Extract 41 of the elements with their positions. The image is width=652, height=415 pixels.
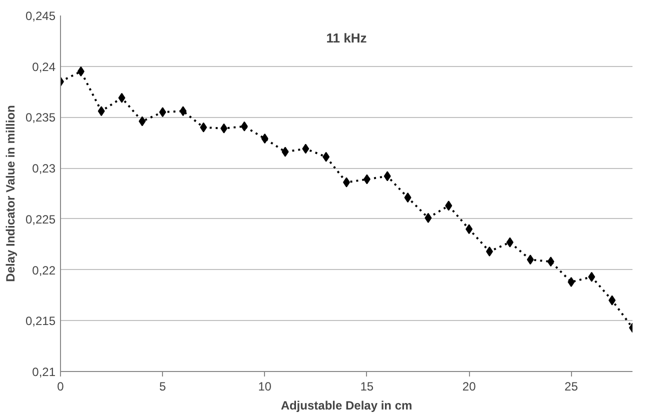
y-tick-label: 0,24 [32,60,56,74]
point [180,106,187,116]
x-axis-title: Adjustable Delay in cm [280,398,412,412]
x-tick-label: 0 [57,380,64,394]
point [261,134,268,144]
y-tick-label: 0,235 [25,110,56,125]
point [220,123,228,134]
text: 11 kHz [326,30,368,46]
x-tick-label: 5 [159,380,166,394]
point [384,171,391,182]
point [240,121,248,132]
x-tick-label: 20 [462,380,476,394]
point [547,256,554,267]
x-tick-label: 25 [564,380,578,394]
point [322,152,330,162]
y-tick-label: 0,22 [32,263,56,278]
point [363,174,370,184]
y-axis-title: Delay Indicator Value in million [3,105,18,282]
x-tick-label: 15 [360,380,374,394]
point [302,144,310,154]
point [118,92,126,103]
point [138,116,146,126]
point [568,276,575,287]
point [506,237,514,248]
point [608,295,616,306]
point [526,254,534,265]
y-tick-label: 0,21 [32,365,56,379]
point [98,106,105,116]
point [159,107,166,118]
point [77,66,84,76]
point [404,192,412,203]
point [445,200,452,211]
y-tick-label: 0,225 [25,212,56,226]
point [466,224,473,234]
y-tick-label: 0,245 [25,9,56,23]
x-tick-label: 10 [258,380,272,394]
point [588,272,596,282]
point [282,146,289,157]
point [424,212,432,223]
y-tick-label: 0,215 [25,314,56,328]
y-tick-label: 0,23 [32,162,56,176]
